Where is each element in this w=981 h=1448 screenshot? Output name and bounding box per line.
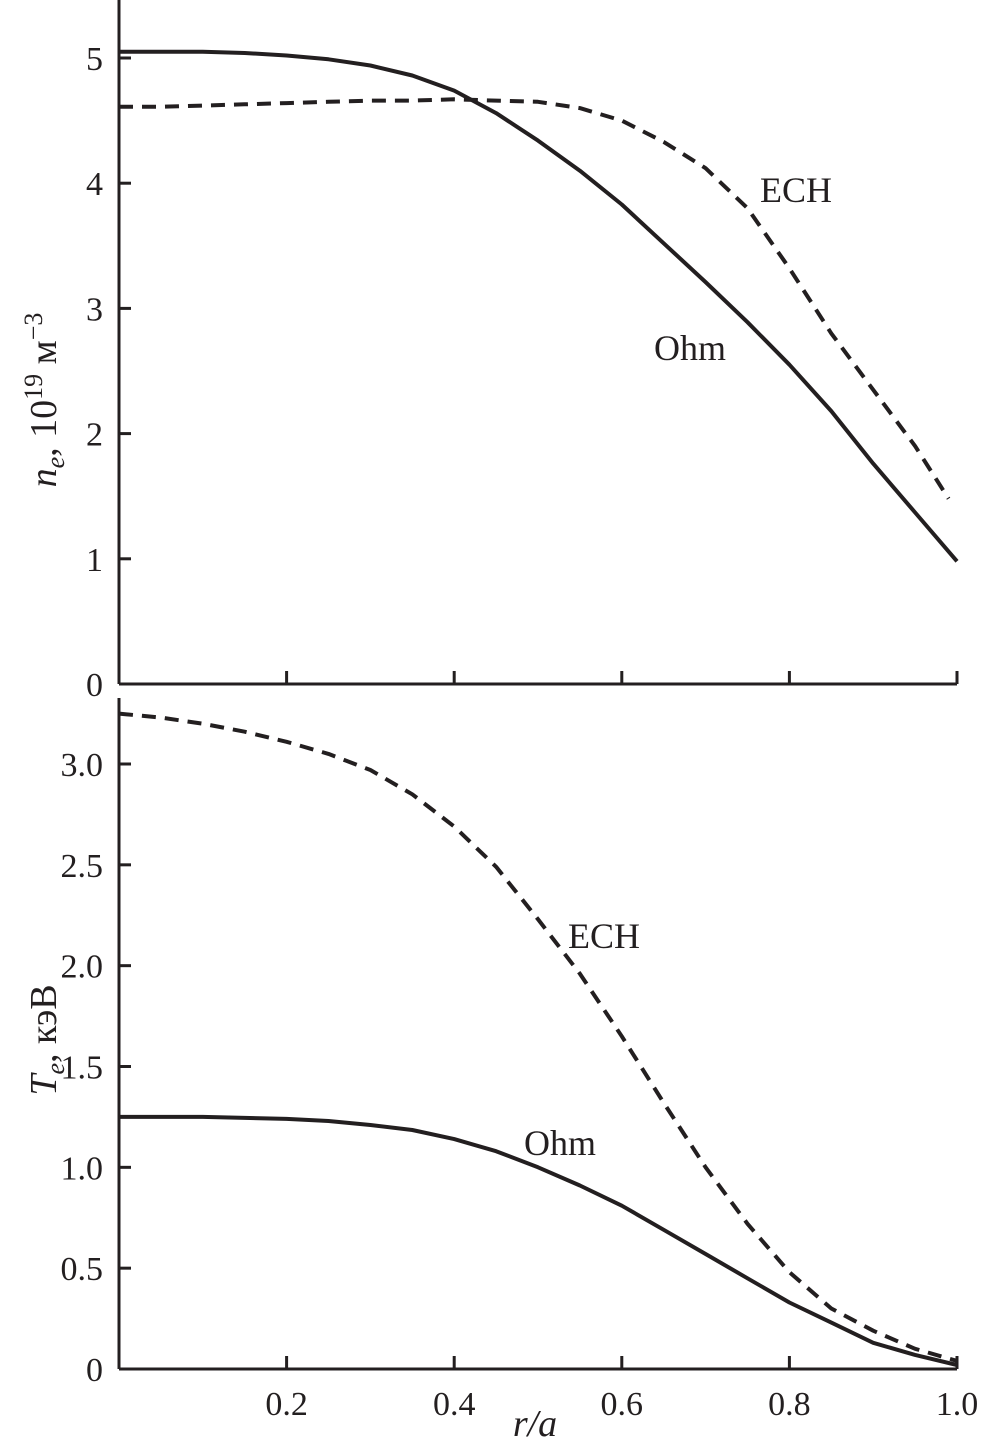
density-series-ech bbox=[119, 97, 951, 500]
density-series-ohm bbox=[119, 49, 959, 563]
temperature-x-ticks: 0.2 0.4 0.6 0.8 1.0 bbox=[265, 1356, 978, 1423]
temperature-y-title-main: T bbox=[23, 1072, 65, 1096]
temperature-x-tick-label: 0.4 bbox=[433, 1386, 476, 1423]
density-y-title-main: n bbox=[23, 468, 65, 487]
density-y-ticks: 0 1 2 3 4 5 bbox=[86, 41, 131, 704]
temperature-x-tick-label: 0.6 bbox=[601, 1386, 644, 1423]
temperature-series bbox=[118, 711, 958, 1367]
temperature-y-ticks: 0 0.5 1.0 1.5 2.0 2.5 3.0 bbox=[61, 747, 131, 1389]
temperature-x-tick-label: 0.2 bbox=[265, 1386, 308, 1423]
temperature-y-tick-label: 0 bbox=[86, 1352, 103, 1389]
temperature-ohm-label: Ohm bbox=[524, 1123, 596, 1163]
temperature-panel: 00.51.01.52.02.53.0 0.2 0.4 0.6 0.8 1.0 ECH … bbox=[23, 698, 978, 1445]
density-y-tick-label: 3 bbox=[86, 291, 103, 328]
temperature-series-ohm bbox=[119, 1114, 958, 1367]
density-y-title-sup1: 19 bbox=[19, 374, 48, 400]
temperature-y-tick-label: 2.0 bbox=[61, 949, 104, 986]
temperature-y-tick-label: 1.5 bbox=[61, 1050, 104, 1087]
temperature-ech-label: ECH bbox=[568, 916, 640, 956]
temperature-y-tick-label: 2.5 bbox=[61, 848, 104, 885]
temperature-x-tick-label: 0.8 bbox=[768, 1386, 811, 1423]
density-y-tick-label: 5 bbox=[86, 41, 103, 78]
density-series bbox=[119, 49, 959, 563]
temperature-y-axis-title: Te, кэВ bbox=[23, 984, 70, 1095]
density-ech-label: ECH bbox=[760, 170, 832, 210]
density-panel: 0 1 2 3 4 5 ECH Ohm ne, 1019 м−3 bbox=[19, 0, 959, 704]
density-y-title-sub: e bbox=[41, 457, 70, 469]
temperature-y-tick-label: 0.5 bbox=[61, 1251, 104, 1288]
density-x-ticks bbox=[285, 671, 959, 684]
density-y-title-mid: , 10 bbox=[23, 400, 65, 457]
density-y-tick-label: 4 bbox=[86, 166, 103, 203]
x-axis-title: r/a bbox=[513, 1403, 557, 1445]
temperature-y-title-unit: , кэВ bbox=[23, 984, 65, 1063]
temperature-x-tick-label: 1.0 bbox=[936, 1386, 979, 1423]
density-y-title-unit: м bbox=[23, 340, 65, 374]
temperature-series-ech bbox=[118, 711, 958, 1363]
density-ohm-label: Ohm bbox=[654, 328, 726, 368]
density-y-tick-label: 2 bbox=[86, 417, 103, 454]
density-y-tick-label: 1 bbox=[86, 542, 103, 579]
temperature-y-tick-label: 1.0 bbox=[61, 1150, 104, 1187]
density-y-title-sup2: −3 bbox=[19, 313, 48, 341]
density-y-tick-label: 0 bbox=[86, 667, 103, 704]
temperature-y-title-sub: e bbox=[41, 1063, 70, 1075]
temperature-y-tick-label: 3.0 bbox=[61, 747, 104, 784]
density-y-axis-title: ne, 1019 м−3 bbox=[19, 313, 70, 488]
